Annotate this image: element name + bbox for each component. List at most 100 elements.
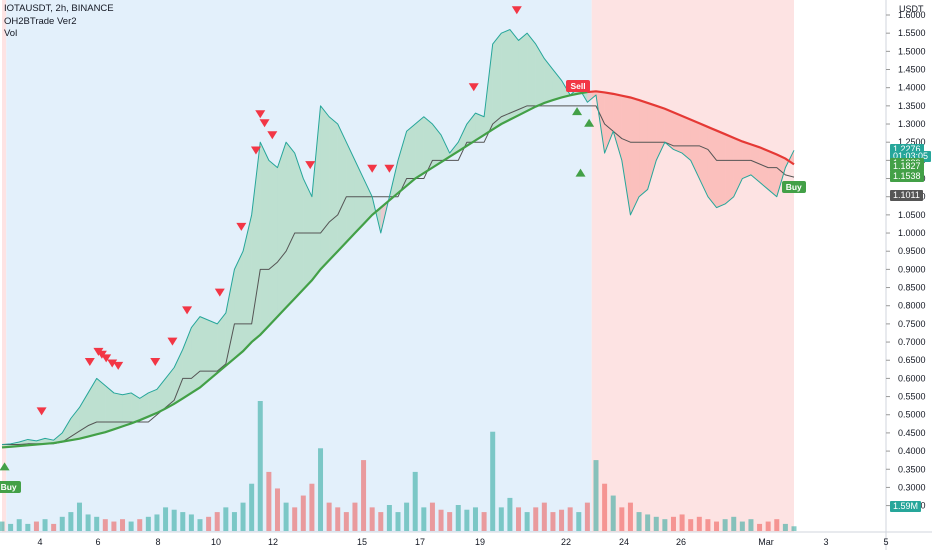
price-tick-label: 0.5000 — [898, 410, 926, 420]
volume-bar — [42, 519, 48, 531]
trend-fill-segment — [88, 378, 97, 437]
volume-bar — [421, 507, 427, 531]
volume-bar — [395, 512, 401, 531]
price-tag: 1.59M — [890, 500, 922, 512]
volume-bar — [102, 519, 108, 531]
trend-fill-segment — [53, 432, 63, 444]
volume-bar — [94, 516, 100, 531]
trend-fill-segment — [320, 105, 330, 270]
trend-fill-segment — [363, 178, 373, 224]
trend-fill-segment — [286, 142, 295, 308]
volume-bar — [619, 507, 625, 531]
volume-bar — [731, 516, 737, 531]
sell-marker — [384, 164, 395, 173]
trend-fill-segment — [630, 97, 640, 215]
volume-bar — [171, 509, 177, 531]
volume-bar — [274, 488, 280, 531]
price-tick-label: 0.7500 — [898, 319, 926, 329]
sell-marker — [250, 146, 261, 155]
volume-bar — [214, 512, 220, 531]
volume-bar — [386, 505, 392, 531]
volume-bar — [559, 509, 565, 531]
price-tick-label: 1.3500 — [898, 101, 926, 111]
price-tick-label: 0.3000 — [898, 482, 926, 492]
volume-bar — [645, 514, 651, 531]
price-tick-label: 0.6500 — [898, 355, 926, 365]
sell-marker — [36, 407, 47, 416]
volume-bar — [188, 514, 194, 531]
trend-fill-segment — [707, 126, 717, 208]
time-axis-label: 22 — [561, 537, 571, 547]
trend-fill-segment — [200, 316, 209, 388]
trend-fill-segment — [639, 100, 648, 197]
price-tick-label: 0.4000 — [898, 446, 926, 456]
volume-bar — [507, 497, 513, 531]
baseline-bull — [1, 90, 588, 449]
chart-symbol-title: IOTAUSDT, 2h, BINANCE — [4, 3, 114, 14]
trend-fill-segment — [682, 116, 691, 161]
volume-bar — [68, 512, 74, 531]
price-tick-label: 1.3000 — [898, 119, 926, 129]
volume-bar — [326, 502, 332, 531]
volume-bar — [541, 502, 547, 531]
trend-fill-segment — [311, 105, 321, 281]
volume-bar — [438, 509, 444, 531]
volume-bar — [8, 523, 14, 531]
price-tick-label: 1.5500 — [898, 28, 926, 38]
baseline-bear — [587, 90, 795, 166]
trend-fill-segment — [260, 142, 269, 335]
price-unit-label: USDT — [899, 4, 924, 14]
volume-bar — [249, 483, 255, 531]
price-tick-label: 0.3500 — [898, 464, 926, 474]
trend-fill-segment — [699, 123, 708, 197]
volume-bar — [231, 512, 237, 531]
volume-bar — [378, 512, 384, 531]
volume-bar — [51, 523, 57, 531]
price-tick-label: 1.4000 — [898, 83, 926, 93]
volume-bar — [59, 516, 65, 531]
trend-fill-segment — [466, 113, 476, 146]
trend-fill-segment — [768, 150, 777, 197]
volume-bar — [154, 514, 160, 531]
price-tick-label: 1.6000 — [898, 10, 926, 20]
sell-marker — [150, 358, 161, 367]
volume-bar — [576, 512, 582, 531]
volume-bar — [455, 505, 461, 531]
volume-bar — [774, 519, 780, 531]
trend-fill-segment — [148, 389, 157, 417]
trend-fill-segment — [458, 124, 467, 152]
trend-fill-segment — [552, 69, 562, 101]
volume-bar — [206, 516, 212, 531]
trend-fill-segment — [423, 116, 433, 174]
trend-fill-segment — [406, 124, 416, 186]
volume-bar — [128, 521, 134, 531]
price-tag: 1.1538 — [890, 171, 924, 183]
price-tick-label: 1.5000 — [898, 46, 926, 56]
volume-bar — [85, 514, 91, 531]
trend-fill-segment — [217, 312, 226, 373]
price-tick-label: 1.2500 — [898, 137, 926, 147]
trend-fill-segment — [492, 33, 502, 130]
trend-fill-segment — [303, 178, 312, 290]
sell-marker — [214, 288, 225, 297]
volume-bar — [464, 509, 470, 531]
volume-bar — [670, 516, 676, 531]
trend-fill-segment — [337, 124, 347, 252]
time-axis-label: 8 — [155, 537, 160, 547]
trend-zone-bear-2 — [591, 0, 794, 532]
time-axis-label: 3 — [823, 537, 828, 547]
volume-bar — [550, 512, 556, 531]
price-tick-label: 1.0000 — [898, 228, 926, 238]
volume-bar — [481, 512, 487, 531]
trend-fill-segment — [165, 367, 175, 409]
volume-bar — [498, 507, 504, 531]
volume-bar — [533, 507, 539, 531]
trend-fill-segment — [776, 154, 786, 197]
volume-bar — [688, 519, 694, 531]
volume-bar — [33, 521, 39, 531]
volume-bar — [714, 521, 720, 531]
trend-fill-segment — [501, 29, 510, 125]
volume-bar — [739, 521, 745, 531]
volume-bar — [335, 507, 341, 531]
